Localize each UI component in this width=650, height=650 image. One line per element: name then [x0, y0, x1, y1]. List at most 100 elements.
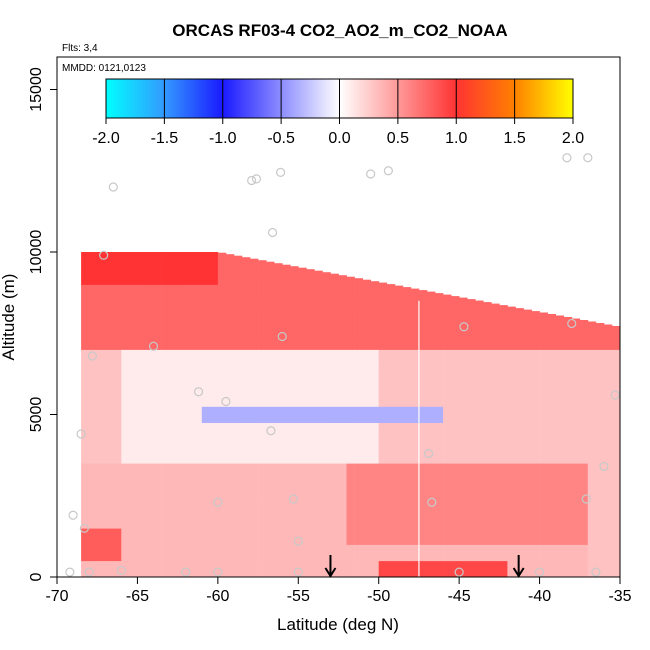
heatmap-cell [290, 544, 299, 553]
heatmap-cell [555, 349, 565, 358]
heatmap-cell [467, 373, 476, 383]
heatmap-cell [378, 390, 388, 399]
heatmap-cell [491, 303, 500, 310]
heatmap-cell [330, 512, 339, 521]
heatmap-cell [603, 430, 613, 440]
heatmap-cell [153, 300, 162, 310]
heatmap-cell [145, 268, 154, 277]
heatmap-cell [129, 544, 138, 553]
heatmap-cell [161, 349, 170, 358]
heatmap-cell [370, 349, 380, 358]
heatmap-cell [386, 390, 396, 399]
heatmap-cell [475, 341, 484, 350]
heatmap-cell [418, 422, 428, 432]
heatmap-cell [563, 373, 573, 383]
heatmap-cell [402, 544, 412, 553]
heatmap-cell [129, 528, 138, 537]
heatmap-cell [314, 568, 323, 578]
heatmap-cell [386, 455, 396, 464]
heatmap-cell [290, 503, 299, 513]
heatmap-cell [475, 520, 484, 529]
heatmap-cell [233, 520, 243, 529]
heatmap-cell [113, 276, 122, 285]
heatmap-cell [233, 365, 243, 375]
heatmap-cell [177, 544, 186, 553]
heatmap-cell [242, 284, 251, 293]
heatmap-cell [113, 455, 122, 464]
heatmap-cell [499, 365, 508, 375]
heatmap-cell [603, 487, 613, 497]
heatmap-cell [563, 495, 573, 505]
heatmap-cell [451, 390, 460, 399]
heatmap-cell [394, 438, 404, 448]
heatmap-cell [499, 520, 508, 529]
heatmap-cell [612, 438, 621, 448]
heatmap-cell [322, 414, 331, 423]
heatmap-cell [491, 560, 500, 570]
heatmap-cell [467, 390, 476, 399]
heatmap-cell [587, 414, 597, 423]
heatmap-cell [612, 560, 621, 570]
heatmap-cell [410, 365, 420, 375]
heatmap-cell [129, 398, 138, 407]
heatmap-cell [539, 382, 548, 391]
heatmap-cell [418, 365, 428, 375]
heatmap-cell [475, 333, 484, 342]
heatmap-cell [378, 520, 388, 529]
heatmap-cell [81, 447, 90, 456]
x-tick-label: -60 [206, 588, 229, 605]
heatmap-cell [410, 512, 420, 521]
heatmap-cell [322, 276, 331, 285]
heatmap-cell [563, 479, 573, 488]
heatmap-cell [298, 455, 307, 464]
heatmap-cell [459, 373, 468, 383]
heatmap-cell [378, 544, 388, 553]
sample-point [599, 461, 609, 472]
heatmap-cell [97, 495, 106, 505]
x-tick-label: -65 [126, 588, 149, 605]
heatmap-cell [169, 536, 178, 545]
heatmap-cell [105, 560, 114, 570]
heatmap-cell [354, 528, 363, 537]
heatmap-cell [595, 455, 605, 464]
heatmap-cell [97, 292, 106, 302]
heatmap-cell [209, 536, 219, 545]
heatmap-cell [209, 503, 219, 513]
heatmap-cell [274, 284, 283, 293]
heatmap-cell [402, 455, 412, 464]
heatmap-cell [571, 341, 581, 350]
heatmap-cell [515, 455, 524, 464]
heatmap-cell [330, 487, 339, 497]
heatmap-cell [362, 349, 371, 358]
heatmap-cell [89, 317, 98, 326]
heatmap-cell [233, 422, 243, 432]
heatmap-cell [306, 536, 315, 545]
heatmap-cell [539, 487, 548, 497]
heatmap-cell [563, 406, 573, 415]
heatmap-cell [290, 512, 299, 521]
heatmap-cell [298, 512, 307, 521]
heatmap-cell [233, 333, 243, 342]
heatmap-cell [531, 406, 540, 415]
heatmap-cell [290, 317, 299, 326]
heatmap-cell [362, 536, 371, 545]
heatmap-cell [410, 373, 420, 383]
heatmap-cell [499, 406, 508, 415]
heatmap-cell [410, 447, 420, 456]
heatmap-cell [555, 503, 565, 513]
heatmap-cell [250, 284, 259, 293]
heatmap-cell [193, 300, 203, 310]
heatmap-cell [378, 487, 388, 497]
heatmap-cell [209, 422, 219, 432]
heatmap-cell [290, 495, 299, 505]
heatmap-cell [121, 495, 130, 505]
heatmap-cell [547, 536, 556, 545]
heatmap-cell [451, 528, 460, 537]
heatmap-cell [394, 333, 404, 342]
heatmap-cell [443, 325, 452, 334]
heatmap-cell [121, 528, 130, 537]
heatmap-cell [515, 520, 524, 529]
heatmap-cell [177, 268, 186, 277]
heatmap-cell [161, 536, 170, 545]
heatmap-cell [475, 544, 484, 553]
